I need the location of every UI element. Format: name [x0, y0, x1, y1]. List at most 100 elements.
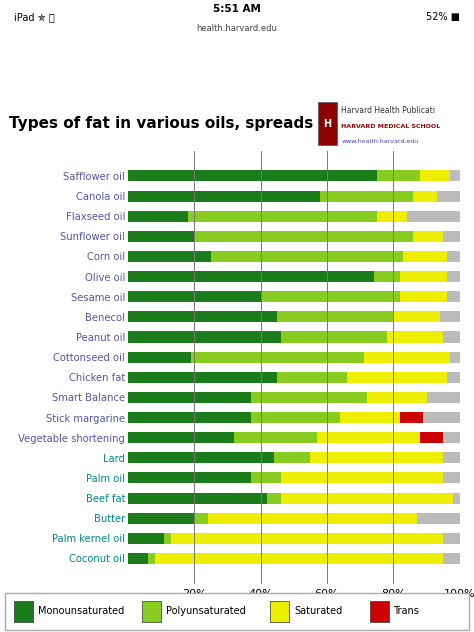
Bar: [340, 412, 400, 423]
Bar: [377, 210, 407, 222]
Bar: [5, 593, 469, 630]
Bar: [128, 271, 460, 282]
Bar: [128, 372, 460, 383]
Bar: [128, 210, 188, 222]
Bar: [281, 331, 387, 343]
Bar: [148, 553, 155, 564]
Text: health.harvard.edu: health.harvard.edu: [197, 24, 277, 33]
Bar: [400, 271, 447, 282]
Bar: [194, 513, 208, 524]
Bar: [128, 251, 211, 262]
Bar: [320, 190, 413, 202]
Bar: [281, 472, 443, 483]
Bar: [128, 312, 460, 322]
Bar: [128, 412, 251, 423]
Bar: [155, 553, 443, 564]
Bar: [347, 372, 447, 383]
Bar: [277, 312, 393, 322]
Bar: [128, 492, 267, 504]
Bar: [377, 171, 420, 181]
Bar: [128, 331, 460, 343]
Bar: [413, 231, 443, 242]
Bar: [128, 372, 277, 383]
Bar: [403, 251, 447, 262]
Text: Harvard Health Publicati: Harvard Health Publicati: [341, 106, 436, 115]
Bar: [128, 533, 164, 544]
Bar: [393, 312, 440, 322]
Bar: [251, 392, 367, 403]
Bar: [128, 312, 277, 322]
Bar: [367, 392, 427, 403]
Bar: [128, 453, 274, 463]
Text: H: H: [323, 119, 331, 129]
Bar: [128, 553, 460, 564]
Text: Polyunsaturated: Polyunsaturated: [166, 606, 246, 616]
Bar: [128, 190, 320, 202]
Bar: [128, 472, 251, 483]
Bar: [400, 291, 447, 302]
Bar: [128, 271, 374, 282]
Text: Types of fat in various oils, spreads: Types of fat in various oils, spreads: [9, 116, 314, 131]
Bar: [128, 533, 460, 544]
Bar: [128, 291, 261, 302]
Bar: [128, 210, 460, 222]
Text: Saturated: Saturated: [294, 606, 342, 616]
Text: Monounsaturated: Monounsaturated: [38, 606, 124, 616]
Bar: [128, 513, 194, 524]
Bar: [413, 190, 437, 202]
Bar: [281, 492, 453, 504]
Bar: [128, 251, 460, 262]
Bar: [317, 432, 420, 443]
Bar: [251, 472, 281, 483]
Bar: [128, 331, 281, 343]
Bar: [128, 392, 251, 403]
Bar: [387, 331, 443, 343]
Bar: [251, 412, 340, 423]
Bar: [191, 351, 364, 363]
Bar: [171, 533, 443, 544]
Bar: [211, 251, 403, 262]
Bar: [420, 432, 443, 443]
Bar: [234, 432, 317, 443]
Bar: [128, 513, 460, 524]
Bar: [142, 600, 161, 621]
Bar: [128, 231, 460, 242]
Bar: [420, 171, 450, 181]
Bar: [128, 171, 377, 181]
Bar: [194, 231, 413, 242]
Bar: [128, 432, 234, 443]
Bar: [128, 453, 460, 463]
Text: www.health.harvard.edu: www.health.harvard.edu: [341, 138, 419, 143]
Bar: [188, 210, 377, 222]
Text: Trans: Trans: [393, 606, 419, 616]
Bar: [128, 231, 194, 242]
Bar: [261, 291, 400, 302]
Bar: [128, 351, 191, 363]
Bar: [128, 190, 460, 202]
Bar: [128, 432, 460, 443]
Text: 5:51 AM: 5:51 AM: [213, 4, 261, 15]
Bar: [310, 453, 443, 463]
Bar: [370, 600, 389, 621]
Text: iPad ✯ ❓: iPad ✯ ❓: [14, 12, 55, 22]
Bar: [267, 492, 281, 504]
Bar: [164, 533, 171, 544]
Bar: [318, 102, 337, 145]
Bar: [128, 392, 460, 403]
Text: 52% ■: 52% ■: [426, 12, 460, 22]
Bar: [128, 492, 460, 504]
Text: HARVARD MEDICAL SCHOOL: HARVARD MEDICAL SCHOOL: [341, 124, 440, 129]
Bar: [364, 351, 450, 363]
Bar: [277, 372, 347, 383]
Bar: [400, 412, 423, 423]
Bar: [128, 171, 460, 181]
Bar: [128, 291, 460, 302]
Bar: [128, 472, 460, 483]
Bar: [128, 412, 460, 423]
Bar: [14, 600, 33, 621]
Bar: [128, 553, 148, 564]
Bar: [274, 453, 310, 463]
Bar: [270, 600, 289, 621]
Bar: [374, 271, 400, 282]
Bar: [128, 351, 460, 363]
